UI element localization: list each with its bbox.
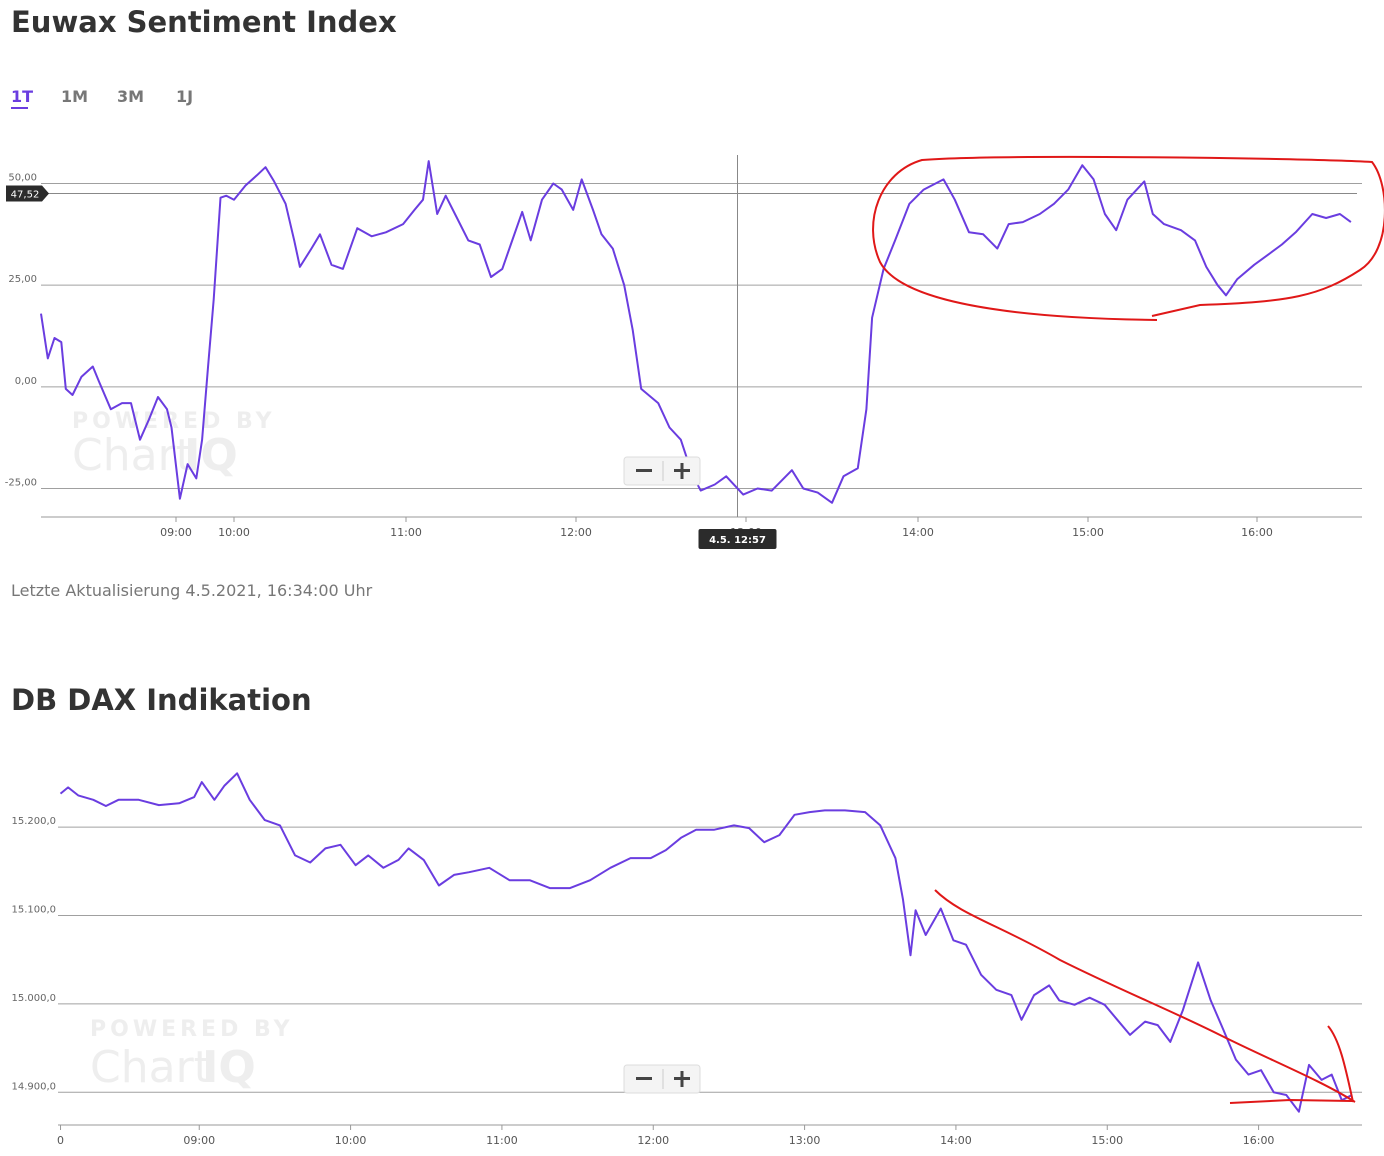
tab-underline: [11, 107, 28, 109]
chart-title: Euwax Sentiment Index: [11, 5, 397, 39]
y-tick-label: 15.000,0: [11, 993, 56, 1004]
x-tick-label: 13:00: [789, 1134, 821, 1147]
x-tick-label: 10:00: [335, 1134, 367, 1147]
x-tick-label: 09:00: [160, 526, 192, 539]
tab[interactable]: 1J: [176, 87, 193, 106]
x-tick-label: 12:00: [560, 526, 592, 539]
x-tick-label: 16:00: [1241, 526, 1273, 539]
x-tick-label: 15:00: [1072, 526, 1104, 539]
x-tick-label: 16:00: [1243, 1134, 1275, 1147]
watermark: POWERED BY: [90, 1017, 294, 1042]
x-tick-label: 11:00: [486, 1134, 518, 1147]
annotation: [1327, 1025, 1354, 1103]
zoom-control[interactable]: [623, 456, 701, 486]
crosshair-label: 4.5. 12:57: [709, 535, 766, 546]
x-tick-label: 15:00: [1091, 1134, 1123, 1147]
tab[interactable]: 1T: [11, 87, 33, 106]
update-note: Letzte Aktualisierung 4.5.2021, 16:34:00…: [11, 581, 373, 600]
y-tick-label: 15.100,0: [11, 905, 56, 916]
crosshair-tag: [698, 529, 777, 549]
y-tick-label: 25,00: [8, 274, 37, 285]
current-value-tag: [6, 185, 49, 202]
y-tick-label: 0,00: [15, 376, 37, 387]
zoom-control[interactable]: [623, 1064, 701, 1094]
tab[interactable]: 3M: [117, 87, 144, 106]
chart-title: DB DAX Indikation: [11, 683, 312, 717]
tab[interactable]: 1M: [61, 87, 88, 106]
y-tick-label: -25,00: [5, 478, 37, 489]
x-tick-label: 0: [57, 1134, 64, 1147]
line: [40, 160, 1352, 504]
annotation: [934, 889, 1356, 1103]
x-tick-label: 11:00: [390, 526, 422, 539]
x-tick-label: 10:00: [218, 526, 250, 539]
current-value-label: 47,52: [11, 190, 40, 201]
y-tick-label: 14.900,0: [11, 1081, 56, 1092]
x-tick-label: 12:00: [637, 1134, 669, 1147]
annotation: [1229, 1098, 1353, 1104]
x-tick-label: 14:00: [902, 526, 934, 539]
watermark: Chart: [90, 1042, 211, 1093]
x-tick-label: 14:00: [940, 1134, 972, 1147]
y-tick-label: 50,00: [8, 172, 37, 183]
y-tick-label: 15.200,0: [11, 816, 56, 827]
watermark: IQ: [202, 1042, 256, 1093]
x-tick-label: 09:00: [183, 1134, 215, 1147]
line: [59, 772, 1353, 1113]
annotation: [872, 155, 1384, 321]
chart-1: POWERED BYChartIQ-25,000,0025,0050,0009:…: [5, 155, 1362, 549]
